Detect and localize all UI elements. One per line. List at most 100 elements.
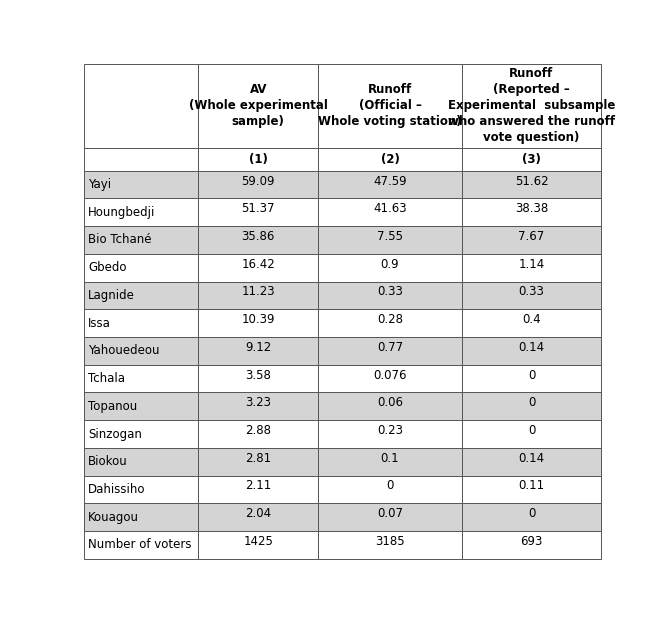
- Text: 0.06: 0.06: [377, 396, 403, 409]
- Text: 0.14: 0.14: [518, 452, 544, 465]
- Text: 0: 0: [528, 396, 535, 409]
- Bar: [319, 147, 462, 171]
- Bar: [462, 281, 601, 309]
- Bar: [84, 392, 198, 420]
- Bar: [84, 147, 198, 171]
- Text: 0: 0: [528, 424, 535, 437]
- Bar: [198, 199, 319, 226]
- Text: 0.77: 0.77: [377, 341, 403, 354]
- Text: 16.42: 16.42: [241, 258, 275, 271]
- Bar: [319, 199, 462, 226]
- Bar: [198, 147, 319, 171]
- Text: Biokou: Biokou: [88, 455, 128, 468]
- Text: AV
(Whole experimental
sample): AV (Whole experimental sample): [189, 83, 328, 128]
- Bar: [462, 199, 601, 226]
- Text: Houngbedji: Houngbedji: [88, 205, 156, 219]
- Text: Issa: Issa: [88, 317, 111, 329]
- Text: Sinzogan: Sinzogan: [88, 428, 142, 441]
- Text: 0.33: 0.33: [377, 286, 403, 299]
- Bar: [462, 365, 601, 392]
- Text: Yahouedeou: Yahouedeou: [88, 344, 160, 357]
- Bar: [319, 448, 462, 476]
- Text: Yayi: Yayi: [88, 178, 112, 191]
- Text: 3.58: 3.58: [245, 368, 271, 381]
- Bar: [198, 420, 319, 448]
- Bar: [198, 448, 319, 476]
- Bar: [462, 171, 601, 199]
- Bar: [319, 365, 462, 392]
- Bar: [198, 309, 319, 337]
- Text: 51.62: 51.62: [514, 175, 548, 188]
- Text: 47.59: 47.59: [373, 175, 407, 188]
- Text: 0: 0: [528, 368, 535, 381]
- Bar: [84, 448, 198, 476]
- Bar: [462, 531, 601, 559]
- Text: 693: 693: [520, 535, 542, 548]
- Bar: [319, 171, 462, 199]
- Bar: [462, 503, 601, 531]
- Bar: [462, 254, 601, 281]
- Text: 0.23: 0.23: [377, 424, 403, 437]
- Bar: [198, 337, 319, 365]
- Bar: [319, 476, 462, 503]
- Text: 0: 0: [386, 479, 393, 492]
- Bar: [319, 281, 462, 309]
- Text: 2.88: 2.88: [245, 424, 271, 437]
- Text: 41.63: 41.63: [373, 202, 407, 215]
- Text: 9.12: 9.12: [245, 341, 271, 354]
- Text: 0.076: 0.076: [373, 368, 407, 381]
- Bar: [198, 531, 319, 559]
- Text: 3185: 3185: [375, 535, 405, 548]
- Bar: [319, 420, 462, 448]
- Text: 7.67: 7.67: [518, 230, 544, 243]
- Text: 1425: 1425: [243, 535, 273, 548]
- Bar: [462, 309, 601, 337]
- Text: 11.23: 11.23: [241, 286, 275, 299]
- Bar: [319, 392, 462, 420]
- Text: Bio Tchané: Bio Tchané: [88, 233, 152, 246]
- Bar: [198, 171, 319, 199]
- Text: (1): (1): [248, 152, 268, 165]
- Bar: [462, 420, 601, 448]
- Bar: [462, 226, 601, 254]
- Text: Number of voters: Number of voters: [88, 539, 192, 552]
- Bar: [84, 365, 198, 392]
- Text: Tchala: Tchala: [88, 372, 125, 385]
- Text: 51.37: 51.37: [242, 202, 275, 215]
- Text: 0.28: 0.28: [377, 313, 403, 326]
- Bar: [462, 448, 601, 476]
- Bar: [319, 531, 462, 559]
- Bar: [462, 392, 601, 420]
- Bar: [198, 64, 319, 147]
- Bar: [84, 309, 198, 337]
- Bar: [198, 365, 319, 392]
- Bar: [84, 64, 198, 147]
- Text: 0.11: 0.11: [518, 479, 544, 492]
- Bar: [319, 309, 462, 337]
- Bar: [319, 337, 462, 365]
- Bar: [462, 64, 601, 147]
- Bar: [319, 226, 462, 254]
- Bar: [198, 281, 319, 309]
- Text: 35.86: 35.86: [242, 230, 275, 243]
- Text: 1.14: 1.14: [518, 258, 544, 271]
- Text: 7.55: 7.55: [377, 230, 403, 243]
- Bar: [198, 503, 319, 531]
- Text: 2.11: 2.11: [245, 479, 271, 492]
- Text: 0.1: 0.1: [381, 452, 399, 465]
- Bar: [84, 420, 198, 448]
- Bar: [198, 254, 319, 281]
- Text: (3): (3): [522, 152, 541, 165]
- Bar: [84, 226, 198, 254]
- Text: Gbedo: Gbedo: [88, 261, 127, 274]
- Bar: [84, 199, 198, 226]
- Text: 2.81: 2.81: [245, 452, 271, 465]
- Text: Kouagou: Kouagou: [88, 511, 139, 524]
- Text: 0.4: 0.4: [522, 313, 541, 326]
- Bar: [198, 392, 319, 420]
- Bar: [462, 337, 601, 365]
- Bar: [84, 531, 198, 559]
- Bar: [319, 503, 462, 531]
- Text: 0.33: 0.33: [518, 286, 544, 299]
- Text: 0.14: 0.14: [518, 341, 544, 354]
